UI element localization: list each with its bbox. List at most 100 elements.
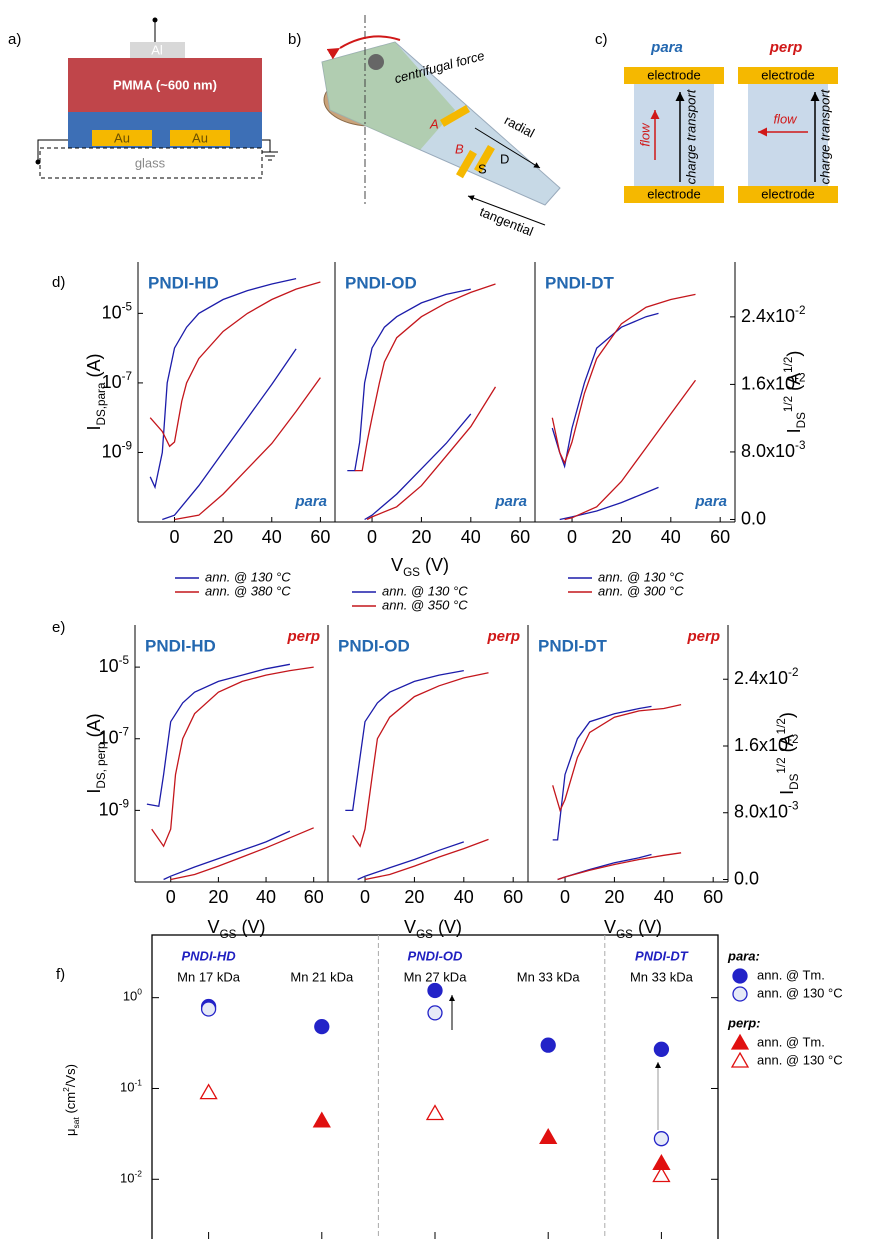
curve [551,293,696,465]
y-axis-title-part: μ [63,1128,78,1136]
film [322,42,455,150]
group-label: PNDI-HD [182,948,237,963]
x-tick-label: 60 [710,527,730,547]
x-axis-title-part: GS [403,566,420,579]
panel-label: e) [52,619,65,636]
subplot-title: PNDI-HD [148,273,219,292]
electrode [456,149,477,179]
channel [748,84,828,186]
y-tick-label-part: -9 [122,439,132,452]
curve [366,386,497,521]
y2-axis-title-part: DS [788,773,801,789]
x-tick-label: 40 [661,527,681,547]
curve [345,669,464,812]
x-axis-title-part: GS [616,928,633,941]
x-tick-label: 0 [567,527,577,547]
y-tick-label-part: 10 [102,441,122,461]
x-tick-label: 0 [169,527,179,547]
electrode [624,186,724,203]
group-label: PNDI-OD [408,948,464,963]
au-electrode [92,130,152,146]
y-tick-label: 10-5 [99,654,130,676]
transport-text: charge transport [817,88,832,184]
x-axis-title: VGS (V) [391,555,449,579]
point-text: B [455,141,464,156]
data-point [427,1005,443,1021]
y2-tick-label-part: 2.4x10 [734,668,788,688]
y2-axis-title-part: ) [777,712,797,718]
y2-tick-label-part: 8.0x10 [741,441,795,461]
x-axis-title-part: V [404,917,416,937]
y2-tick-label: 0.0 [734,868,759,888]
electrode-text: electrode [761,67,814,82]
curve [557,852,682,881]
channel [634,84,714,186]
y-tick-label-part: 10 [99,727,119,747]
x-axis-title-part: (V) [420,555,449,575]
electrode [624,67,724,84]
y2-tick-label: 2.4x10-2 [734,666,798,688]
radial-arrow [474,127,541,169]
x-axis-title-part: (V) [236,917,265,937]
y2-tick-label-part: 0.0 [734,868,759,888]
x-tick-label: 20 [411,527,431,547]
legend-label: ann. @ Tm. [757,1034,825,1049]
point-text: S [478,161,487,176]
curve [364,838,489,881]
y2-tick-label: 2.4x10-2 [741,303,805,325]
radial-text: radial [502,112,537,140]
y-tick-label: 10-5 [102,300,133,322]
chuck [368,54,384,70]
y-axis-title: IDS,para (A) [84,354,108,431]
panel-a: a) Al PMMA (~600 nm) Au Au glass [8,17,278,179]
y2-tick-label: 8.0x10-3 [741,439,805,461]
x-axis-title-part: V [208,917,220,937]
y2-tick-label-part: 1.6x10 [734,735,788,755]
x-tick-label: 40 [454,887,474,907]
legend-label: ann. @ 130 °C [757,1052,843,1067]
y-axis-title-part: /Vs) [63,1064,78,1087]
x-tick-label: 40 [461,527,481,547]
x-tick-label: 20 [611,527,631,547]
legend-group-title: perp: [727,1015,761,1030]
au-text: Au [114,130,130,145]
legend-label: ann. @ 380 °C [205,583,291,598]
subplot-tag: perp [686,628,720,645]
device-title: perp [769,39,803,56]
subplot-title: PNDI-DT [545,273,615,292]
y-tick-label-part: 0 [137,987,142,997]
curve [559,486,659,521]
electrode-text: electrode [647,67,700,82]
y-tick-label: 10-7 [102,370,132,392]
y-tick-label-part: 10 [102,372,122,392]
y2-tick-label: 1.6x10-2 [741,371,805,393]
au-text: Au [192,130,208,145]
y2-axis-title-part: (A [777,734,797,757]
panel-b: b) centrifugal force A B S D radial tang… [288,15,561,239]
tangential-text: tangential [478,204,536,239]
y2-axis-title: IDS1/2 (A1/2) [775,712,801,795]
y-axis-title-part: I [84,789,104,794]
subplot-tag: para [494,493,527,510]
y2-axis-title-part: I [784,428,804,433]
y-tick-label-part: 10 [123,989,137,1004]
y2-axis-title-part: 1/2 [775,718,788,734]
x-axis-title: VGS (V) [604,917,662,941]
x-tick-label: 20 [208,887,228,907]
y-tick-label-part: 10 [102,302,122,322]
data-point [653,1131,670,1147]
x-tick-label: 20 [213,527,233,547]
x-axis-title-part: (V) [433,917,462,937]
pmma-text: PMMA (~600 nm) [113,77,217,92]
data-point [540,1037,556,1053]
category-label: Mn 33 kDa [517,969,581,984]
x-tick-label: 0 [166,887,176,907]
data-point [539,1127,558,1144]
data-point [732,968,748,984]
y2-axis-title-part: (A [784,373,804,396]
y-tick-label: 10-2 [120,1169,142,1186]
point-text: D [500,151,509,166]
legend-label: ann. @ 130 °C [757,985,843,1000]
y-tick-label: 10-9 [99,797,129,819]
